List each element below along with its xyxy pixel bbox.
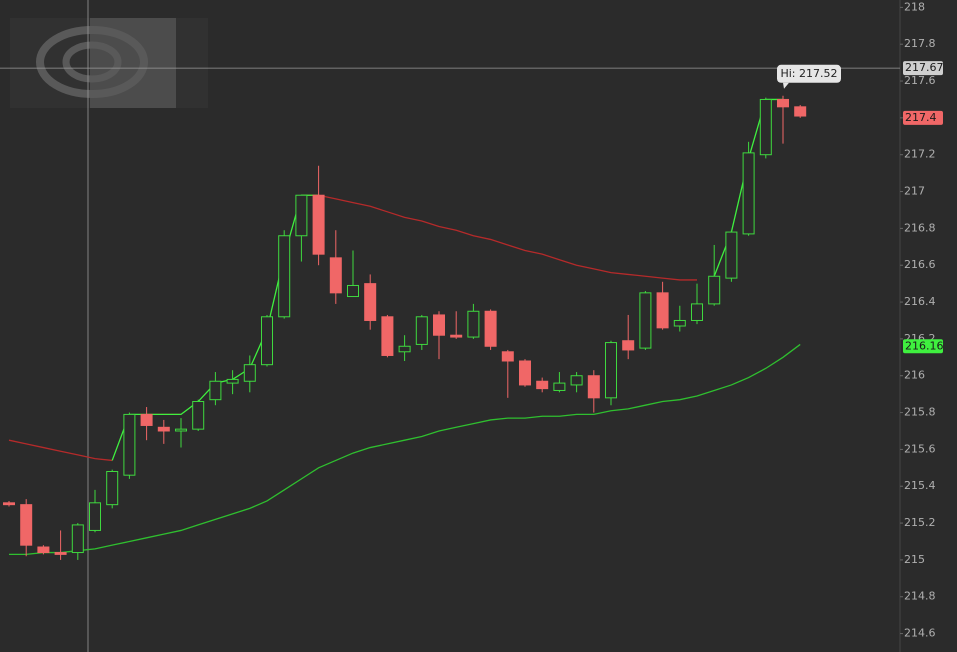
candle-body bbox=[364, 283, 377, 321]
price-label: 217.67 bbox=[905, 61, 944, 74]
candle-body bbox=[123, 413, 136, 476]
y-tick-label: 217.6 bbox=[904, 74, 936, 87]
candle-body bbox=[536, 380, 549, 390]
candle-body bbox=[89, 502, 101, 531]
candle-body bbox=[37, 546, 50, 554]
candle-body bbox=[656, 292, 669, 329]
y-tick-label: 215.8 bbox=[904, 406, 936, 419]
candle-body bbox=[484, 310, 497, 347]
candle-body bbox=[192, 401, 205, 430]
candle-body bbox=[794, 106, 807, 117]
candle-body bbox=[742, 152, 755, 235]
candle-body bbox=[639, 292, 652, 349]
tooltip-pointer bbox=[783, 82, 789, 89]
watermark-logo bbox=[10, 18, 208, 108]
y-tick-label: 215.6 bbox=[904, 442, 936, 455]
logo-box bbox=[10, 18, 208, 108]
price-label-box bbox=[903, 339, 943, 354]
candle-body bbox=[759, 98, 772, 156]
y-tick-label: 214.8 bbox=[904, 590, 936, 603]
candle-body bbox=[433, 314, 445, 336]
candle-body bbox=[553, 382, 566, 391]
candle-body bbox=[261, 316, 273, 366]
y-tick-label: 215.4 bbox=[904, 479, 936, 492]
logo-eye bbox=[36, 26, 148, 98]
y-tick-label: 217.2 bbox=[904, 148, 936, 161]
candle-body bbox=[570, 375, 583, 386]
moving-average-line bbox=[8, 439, 113, 462]
candle-body bbox=[777, 98, 789, 108]
y-tick-label: 216.4 bbox=[904, 295, 936, 308]
candle-body bbox=[278, 235, 291, 318]
candle-body bbox=[226, 378, 239, 384]
candle-body bbox=[501, 351, 514, 362]
candle-body bbox=[415, 316, 428, 345]
y-tick-label: 217 bbox=[904, 185, 925, 198]
y-tick-label: 216.8 bbox=[904, 221, 936, 234]
price-label-box bbox=[903, 110, 943, 125]
candle-body bbox=[243, 364, 256, 382]
tooltip-text: Hi: 217.52 bbox=[780, 67, 837, 80]
candle-body bbox=[329, 257, 342, 294]
candle-body bbox=[140, 413, 153, 426]
y-tick-label: 218 bbox=[904, 0, 925, 13]
logo-block bbox=[90, 18, 176, 108]
y-tick-label: 214.6 bbox=[904, 627, 936, 640]
candle-body bbox=[20, 504, 33, 546]
candle-body bbox=[587, 375, 600, 399]
candle-body bbox=[54, 552, 67, 555]
y-tick-label: 216.6 bbox=[904, 258, 936, 271]
price-label: 216.16 bbox=[905, 339, 944, 352]
price-label-box bbox=[903, 61, 943, 76]
y-tick-label: 215 bbox=[904, 553, 925, 566]
logo-iris bbox=[62, 41, 122, 83]
candle-body bbox=[157, 426, 170, 432]
candle-body bbox=[605, 342, 617, 399]
candle-body bbox=[467, 310, 480, 338]
candle-body bbox=[381, 316, 394, 356]
candle-body bbox=[106, 471, 119, 506]
candle-body bbox=[175, 428, 187, 432]
candle-body bbox=[209, 380, 222, 401]
candle-body bbox=[312, 194, 325, 255]
tooltip-box bbox=[777, 64, 841, 83]
price-label: 217.4 bbox=[905, 111, 937, 124]
candle-body bbox=[725, 231, 738, 279]
moving-average-line bbox=[9, 343, 801, 556]
y-tick-label: 217.8 bbox=[904, 37, 936, 50]
candle-body bbox=[3, 502, 15, 506]
y-tick-label: 216 bbox=[904, 369, 925, 382]
candle-body bbox=[71, 524, 84, 554]
candle-body bbox=[691, 303, 703, 321]
moving-average-line bbox=[301, 194, 697, 281]
candle-body bbox=[519, 360, 531, 386]
y-tick-label: 215.2 bbox=[904, 516, 936, 529]
candle-body bbox=[398, 345, 411, 353]
candle-body bbox=[347, 284, 359, 298]
candle-body bbox=[450, 334, 463, 338]
candle-body bbox=[708, 275, 721, 305]
candle-body bbox=[673, 319, 686, 327]
candle-body bbox=[295, 194, 308, 237]
candle-body bbox=[622, 340, 635, 351]
